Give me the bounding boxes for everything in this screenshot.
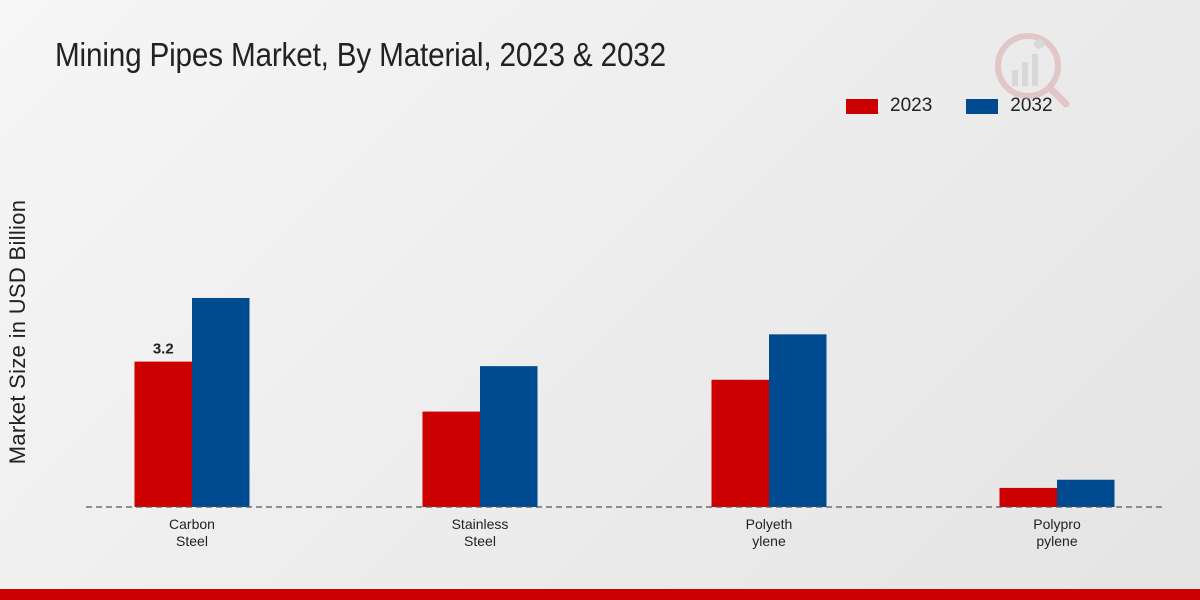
legend-item-2032: 2032	[966, 95, 1053, 117]
legend-swatch-2023	[846, 98, 878, 114]
legend: 2023 2032	[846, 95, 1087, 117]
bar-2023-stainlesssteel	[422, 411, 480, 507]
chart-title: Mining Pipes Market, By Material, 2023 &…	[55, 36, 666, 73]
bar-2032-polyethylene	[769, 334, 827, 507]
bar-2032-carbonsteel	[192, 298, 250, 507]
legend-item-2023: 2023	[846, 95, 932, 117]
bar-2023-polypropylene	[999, 487, 1057, 507]
legend-label-2023: 2023	[890, 95, 933, 116]
x-tick-label: Polypro pylene	[1033, 516, 1081, 549]
brand-watermark-icon	[995, 33, 1070, 108]
footer-accent-bar	[0, 589, 1200, 600]
x-tick-label: Polyeth ylene	[746, 516, 793, 549]
x-tick-label: Stainless Steel	[452, 516, 509, 549]
x-tick-label: Carbon Steel	[169, 516, 215, 549]
bar-2032-stainlesssteel	[480, 366, 538, 507]
legend-swatch-2032	[966, 98, 999, 114]
bar-2023-carbonsteel	[134, 361, 192, 507]
bar-2032-polypropylene	[1057, 479, 1115, 507]
bar-2023-polyethylene	[711, 379, 769, 507]
legend-label-2032: 2032	[1010, 95, 1053, 116]
data-label: 3.2	[153, 341, 174, 358]
